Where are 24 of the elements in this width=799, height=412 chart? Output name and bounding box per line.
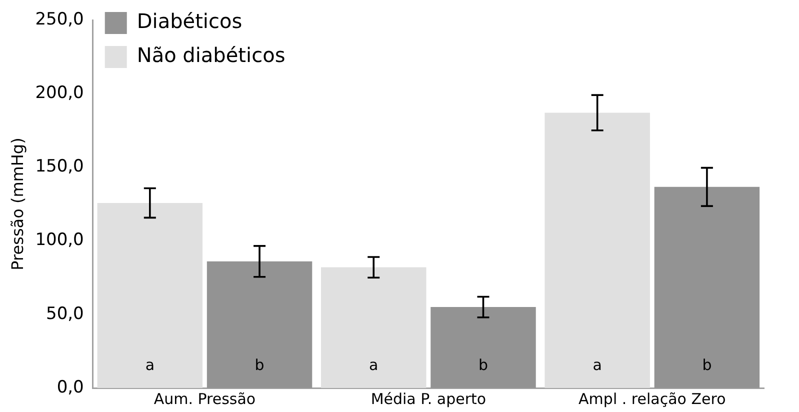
legend-label: Não diabéticos bbox=[136, 43, 286, 68]
bar bbox=[544, 112, 650, 388]
data-label: b bbox=[478, 356, 488, 374]
x-tick-label: Aum. Pressão bbox=[154, 390, 256, 408]
bar bbox=[321, 267, 426, 388]
data-label: a bbox=[592, 356, 602, 374]
y-tick-label: 150,0 bbox=[35, 156, 84, 177]
y-tick-label: 50,0 bbox=[46, 304, 84, 324]
y-tick-label: 100,0 bbox=[35, 230, 84, 250]
data-label: a bbox=[369, 356, 378, 374]
y-axis-title: Pressão (mmHg) bbox=[8, 138, 27, 270]
bar bbox=[206, 261, 312, 388]
y-tick-label: 0,0 bbox=[56, 377, 84, 398]
data-label: a bbox=[145, 356, 155, 374]
data-label: b bbox=[702, 356, 712, 374]
data-label: b bbox=[254, 356, 264, 374]
y-tick-label: 250,0 bbox=[35, 9, 84, 30]
bar bbox=[430, 307, 536, 388]
bar bbox=[97, 202, 203, 388]
bar bbox=[654, 186, 760, 388]
x-tick-label: Ampl . relação Zero bbox=[578, 390, 726, 408]
legend-label: Diabéticos bbox=[136, 9, 242, 34]
y-tick-label: 200,0 bbox=[35, 83, 84, 104]
x-tick-label: Média P. aperto bbox=[370, 390, 486, 408]
